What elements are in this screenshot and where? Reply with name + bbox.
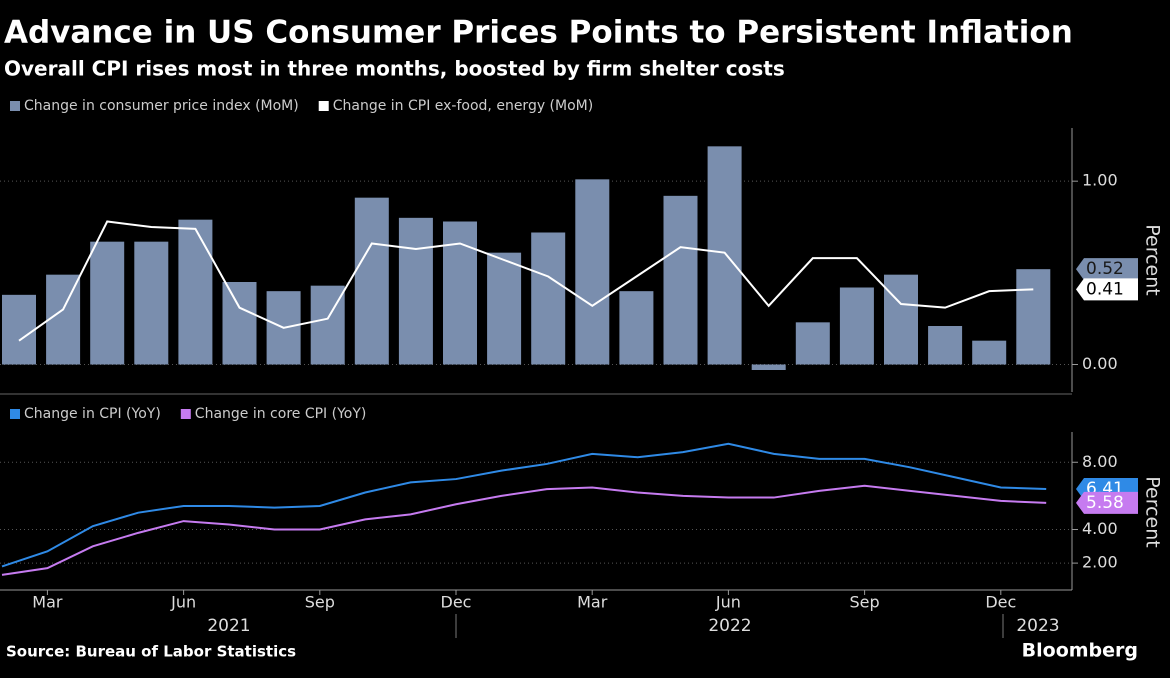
y-tick-label: 4.00 <box>1082 519 1118 538</box>
year-label: 2021 <box>207 616 250 636</box>
bar <box>795 322 830 365</box>
legend-label: Change in CPI (YoY) <box>24 406 161 422</box>
bar <box>972 340 1007 365</box>
bar <box>619 291 654 365</box>
end-label: 0.41 <box>1086 279 1124 299</box>
bar <box>46 274 81 365</box>
end-tag <box>1076 258 1138 281</box>
bar <box>928 326 963 365</box>
bar <box>707 146 742 365</box>
legend-label: Change in consumer price index (MoM) <box>24 98 299 114</box>
line <box>1 484 1047 576</box>
end-label: 0.52 <box>1086 259 1124 279</box>
year-label: 2023 <box>1016 616 1059 636</box>
bar <box>178 219 213 365</box>
x-tick-label: Sep <box>850 593 880 612</box>
bar <box>839 287 874 365</box>
legend-swatch <box>180 409 191 419</box>
bar <box>134 241 169 365</box>
x-tick-label: Sep <box>305 593 335 612</box>
y-axis-label: Percent <box>1142 476 1164 548</box>
bar <box>354 197 389 365</box>
line <box>18 220 1034 342</box>
x-tick-label: Jun <box>715 593 741 612</box>
bar <box>884 274 918 365</box>
legend-label: Change in CPI ex-food, energy (MoM) <box>333 98 594 114</box>
x-tick-label: Jun <box>170 593 196 612</box>
x-tick-label: Dec <box>441 593 472 612</box>
legend-swatch <box>318 101 329 111</box>
end-tag <box>1076 491 1138 514</box>
bar <box>575 179 610 365</box>
bar <box>663 195 698 365</box>
bar <box>1016 269 1051 365</box>
x-tick-label: Mar <box>577 593 608 612</box>
bar <box>531 232 566 365</box>
bar <box>751 364 786 370</box>
y-tick-label: 1.00 <box>1082 171 1118 190</box>
chart-title: Advance in US Consumer Prices Points to … <box>4 15 1073 51</box>
legend-label: Change in core CPI (YoY) <box>195 406 367 422</box>
bar <box>222 282 257 365</box>
y-tick-label: 8.00 <box>1082 452 1118 471</box>
legend-swatch <box>10 101 20 111</box>
year-label: 2022 <box>708 616 751 636</box>
line <box>1 442 1047 568</box>
end-label: 5.58 <box>1086 493 1124 513</box>
brand: Bloomberg <box>1022 640 1138 662</box>
source: Source: Bureau of Labor Statistics <box>6 643 296 661</box>
y-tick-label: 0.00 <box>1082 354 1118 373</box>
chart-subtitle: Overall CPI rises most in three months, … <box>4 57 785 81</box>
x-tick-label: Dec <box>985 593 1016 612</box>
legend-swatch <box>10 409 20 419</box>
end-tag <box>1076 278 1138 301</box>
bar <box>487 252 522 365</box>
y-axis-label: Percent <box>1142 224 1164 296</box>
x-tick-label: Mar <box>32 593 63 612</box>
bar <box>2 294 36 365</box>
y-tick-label: 2.00 <box>1082 553 1118 572</box>
bar <box>90 241 125 365</box>
bar <box>398 217 433 365</box>
